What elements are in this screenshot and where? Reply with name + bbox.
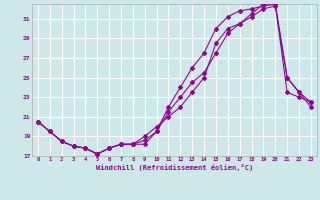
- X-axis label: Windchill (Refroidissement éolien,°C): Windchill (Refroidissement éolien,°C): [96, 164, 253, 171]
